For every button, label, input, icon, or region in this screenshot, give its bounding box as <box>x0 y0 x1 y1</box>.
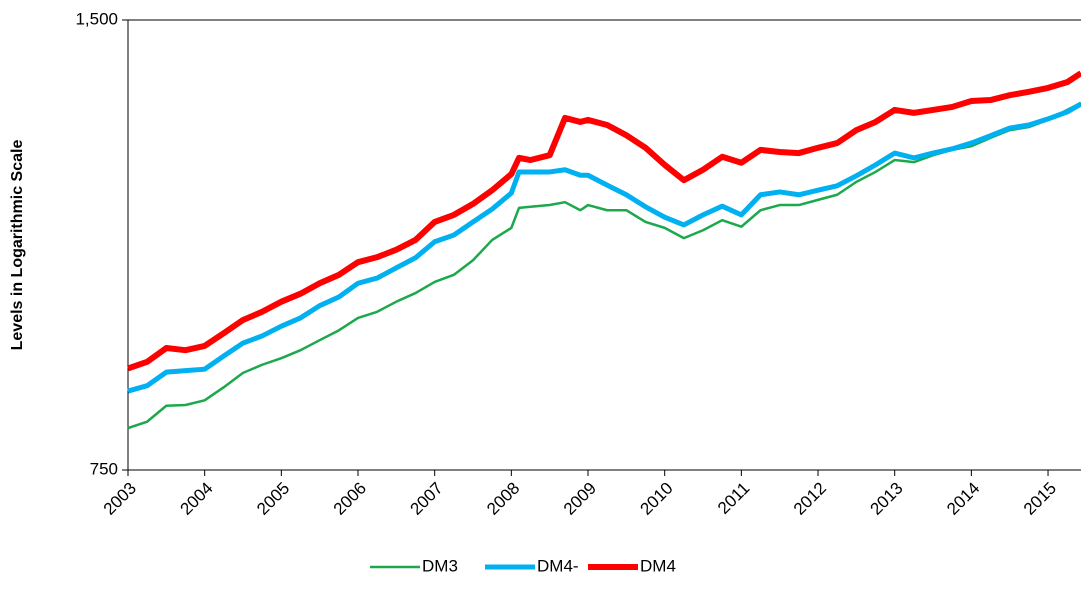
x-tick-label: 2006 <box>330 479 370 519</box>
x-tick-label: 2013 <box>867 479 907 519</box>
x-tick-label: 2012 <box>790 479 830 519</box>
x-tick-label: 2014 <box>943 479 983 519</box>
series-line <box>127 70 1081 372</box>
x-tick-label: 2009 <box>560 479 600 519</box>
series-line <box>127 101 1081 394</box>
y-axis-title: Levels in Logarithmic Scale <box>9 140 26 351</box>
y-tick-label: 750 <box>90 459 118 478</box>
x-tick-label: 2010 <box>637 479 677 519</box>
legend-label: DM3 <box>422 556 458 575</box>
series-line <box>127 101 1081 430</box>
x-tick-label: 2005 <box>253 479 293 519</box>
x-tick-label: 2015 <box>1020 479 1060 519</box>
y-tick-label: 1,500 <box>75 9 118 28</box>
legend-label: DM4- <box>537 556 579 575</box>
x-tick-label: 2011 <box>714 479 753 518</box>
x-tick-label: 2007 <box>406 479 446 519</box>
x-tick-label: 2003 <box>100 479 140 519</box>
x-tick-label: 2008 <box>483 479 523 519</box>
legend-label: DM4 <box>640 556 676 575</box>
x-tick-label: 2004 <box>176 479 216 519</box>
